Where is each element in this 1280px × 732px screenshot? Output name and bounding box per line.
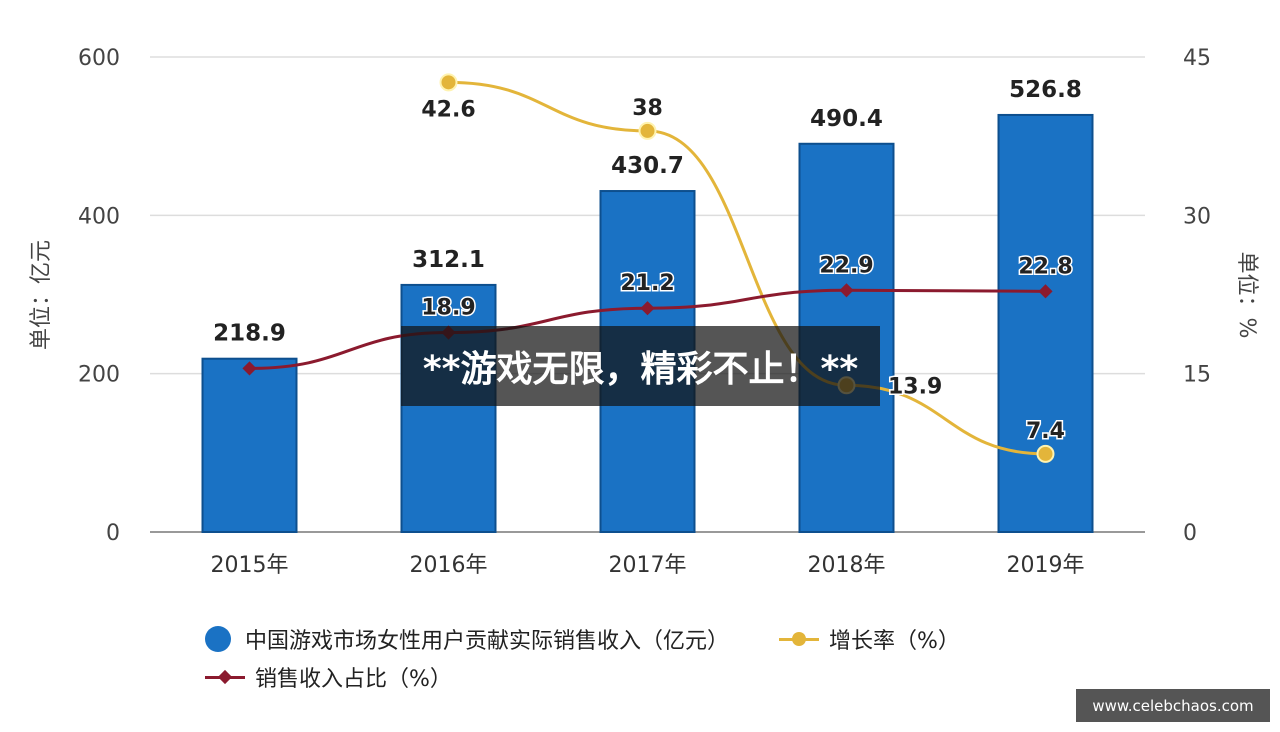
bar-data-label: 218.9 xyxy=(213,321,286,347)
share-point xyxy=(640,301,655,316)
legend-label: 增长率（%） xyxy=(829,629,960,654)
bar xyxy=(997,113,1094,533)
line-data-label: 42.6 xyxy=(421,97,475,122)
legend-label: 中国游戏市场女性用户贡献实际销售收入（亿元） xyxy=(245,629,730,654)
bar-data-label: 526.8 xyxy=(1009,77,1082,103)
bar-data-label: 312.1 xyxy=(412,247,485,273)
bar xyxy=(400,283,497,533)
watermark: www.celebchaos.com xyxy=(1076,689,1270,722)
line-data-label: 22.9 xyxy=(819,253,873,278)
bar-data-label: 490.4 xyxy=(810,106,883,132)
growth-point xyxy=(638,121,657,140)
bar-data-label: 430.7 xyxy=(611,153,684,179)
growth-point xyxy=(439,73,458,92)
line-data-label: 7.4 xyxy=(1026,419,1065,444)
line-data-label: 21.2 xyxy=(620,271,674,296)
legend-item-revenue: 中国游戏市场女性用户贡献实际销售收入（亿元） xyxy=(205,623,729,655)
legend-label: 销售收入占比（%） xyxy=(255,667,452,692)
legend-item-share: 销售收入占比（%） xyxy=(205,661,452,693)
share-point xyxy=(1038,284,1053,299)
y-tick-right: 15 xyxy=(1183,363,1211,388)
y-tick-right: 45 xyxy=(1183,46,1211,71)
legend-item-growth: 增长率（%） xyxy=(779,623,960,655)
x-tick-label: 2017年 xyxy=(609,553,687,578)
legend-marker-growth xyxy=(779,626,820,652)
line-data-label: 13.9 xyxy=(888,374,942,399)
share-point xyxy=(242,361,257,376)
x-tick-label: 2015年 xyxy=(211,553,289,578)
x-tick-label: 2018年 xyxy=(808,553,886,578)
legend-marker-bar xyxy=(205,626,231,652)
overlay-banner: **游戏无限，精彩不止！** xyxy=(401,326,880,406)
legend: 中国游戏市场女性用户贡献实际销售收入（亿元） 增长率（%） 销售收入占比（%） xyxy=(205,620,1010,696)
share-point xyxy=(839,283,854,298)
series-line-1 xyxy=(448,80,1046,456)
y-axis-label-left: 单位：亿元 xyxy=(29,240,54,350)
line-data-label: 38 xyxy=(632,96,663,121)
y-tick-left: 400 xyxy=(78,204,120,229)
growth-point xyxy=(1036,444,1055,463)
y-axis-label-right: 单位：% xyxy=(1234,252,1259,339)
line-data-label: 22.8 xyxy=(1018,254,1072,279)
y-tick-right: 0 xyxy=(1183,521,1197,546)
y-tick-left: 200 xyxy=(78,363,120,388)
line-data-label: 18.9 xyxy=(421,296,475,321)
y-tick-left: 0 xyxy=(106,521,120,546)
y-tick-right: 30 xyxy=(1183,204,1211,229)
legend-marker-share xyxy=(205,664,245,690)
bar xyxy=(201,357,298,533)
x-tick-label: 2016年 xyxy=(410,553,488,578)
y-tick-left: 600 xyxy=(78,46,120,71)
x-tick-label: 2019年 xyxy=(1007,553,1085,578)
